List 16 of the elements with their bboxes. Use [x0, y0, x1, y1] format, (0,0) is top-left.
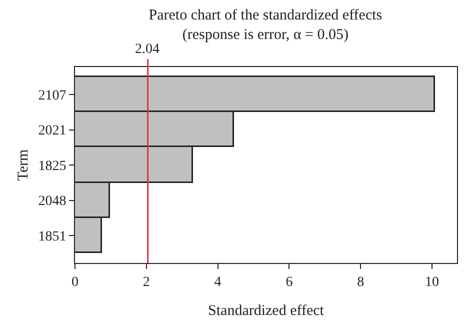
chart-title: Pareto chart of the standardized effects: [148, 8, 382, 24]
x-tick-label: 6: [286, 274, 293, 290]
y-tick-label: 2107: [38, 88, 66, 104]
x-tick-label: 2: [142, 274, 150, 290]
ref-line-label: 2.04: [135, 42, 160, 57]
x-tick-label: 10: [425, 274, 440, 290]
chart-subtitle: (response is error, α = 0.05): [182, 27, 348, 44]
y-axis-title: Term: [15, 148, 32, 181]
x-tick-label: 0: [72, 274, 78, 290]
y-tick-label: 1825: [38, 158, 66, 174]
y-tick-label: 2021: [38, 124, 66, 139]
y-tick-label: 2048: [38, 194, 66, 210]
y-tick-label: 1851: [38, 229, 66, 244]
x-axis-title: Standardized effect: [208, 302, 325, 319]
x-tick-label: 8: [357, 274, 364, 290]
x-tick-label: 4: [214, 274, 222, 290]
